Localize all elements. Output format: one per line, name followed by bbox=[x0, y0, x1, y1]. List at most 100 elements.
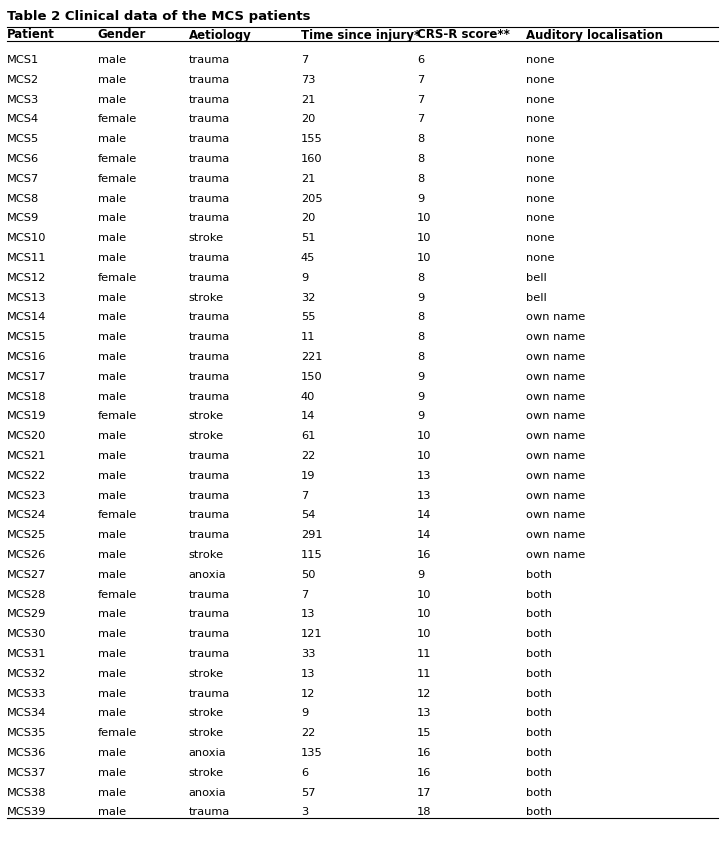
Text: female: female bbox=[98, 411, 137, 421]
Text: trauma: trauma bbox=[188, 648, 230, 658]
Text: MCS32: MCS32 bbox=[7, 668, 46, 678]
Text: male: male bbox=[98, 490, 126, 500]
Text: own name: own name bbox=[526, 549, 585, 560]
Text: MCS29: MCS29 bbox=[7, 609, 46, 619]
Text: none: none bbox=[526, 174, 554, 184]
Text: 19: 19 bbox=[301, 470, 315, 480]
Text: 10: 10 bbox=[417, 629, 431, 638]
Text: male: male bbox=[98, 430, 126, 441]
Text: MCS24: MCS24 bbox=[7, 510, 46, 520]
Text: MCS7: MCS7 bbox=[7, 174, 39, 184]
Text: Gender: Gender bbox=[98, 29, 146, 41]
Text: MCS34: MCS34 bbox=[7, 707, 46, 717]
Text: 57: 57 bbox=[301, 787, 315, 797]
Text: female: female bbox=[98, 174, 137, 184]
Text: MCS38: MCS38 bbox=[7, 787, 46, 797]
Text: 9: 9 bbox=[417, 371, 424, 381]
Text: Table 2 Clinical data of the MCS patients: Table 2 Clinical data of the MCS patient… bbox=[7, 10, 311, 23]
Text: MCS21: MCS21 bbox=[7, 451, 46, 461]
Text: 10: 10 bbox=[417, 214, 431, 223]
Text: trauma: trauma bbox=[188, 252, 230, 262]
Text: 9: 9 bbox=[417, 411, 424, 421]
Text: male: male bbox=[98, 252, 126, 262]
Text: trauma: trauma bbox=[188, 114, 230, 124]
Text: 135: 135 bbox=[301, 747, 323, 757]
Text: male: male bbox=[98, 75, 126, 84]
Text: 121: 121 bbox=[301, 629, 323, 638]
Text: 13: 13 bbox=[417, 707, 431, 717]
Text: trauma: trauma bbox=[188, 134, 230, 144]
Text: 13: 13 bbox=[301, 609, 315, 619]
Text: male: male bbox=[98, 688, 126, 698]
Text: MCS2: MCS2 bbox=[7, 75, 39, 84]
Text: both: both bbox=[526, 668, 552, 678]
Text: 7: 7 bbox=[301, 589, 308, 599]
Text: CRS-R score**: CRS-R score** bbox=[417, 29, 510, 41]
Text: male: male bbox=[98, 371, 126, 381]
Text: MCS17: MCS17 bbox=[7, 371, 46, 381]
Text: MCS36: MCS36 bbox=[7, 747, 46, 757]
Text: none: none bbox=[526, 233, 554, 243]
Text: male: male bbox=[98, 767, 126, 776]
Text: male: male bbox=[98, 668, 126, 678]
Text: MCS18: MCS18 bbox=[7, 391, 46, 401]
Text: own name: own name bbox=[526, 332, 585, 342]
Text: 13: 13 bbox=[417, 490, 431, 500]
Text: anoxia: anoxia bbox=[188, 747, 226, 757]
Text: MCS26: MCS26 bbox=[7, 549, 46, 560]
Text: male: male bbox=[98, 648, 126, 658]
Text: both: both bbox=[526, 629, 552, 638]
Text: male: male bbox=[98, 529, 126, 539]
Text: 10: 10 bbox=[417, 451, 431, 461]
Text: 9: 9 bbox=[417, 569, 424, 579]
Text: MCS5: MCS5 bbox=[7, 134, 39, 144]
Text: trauma: trauma bbox=[188, 174, 230, 184]
Text: 8: 8 bbox=[417, 312, 424, 322]
Text: 6: 6 bbox=[417, 55, 424, 65]
Text: 18: 18 bbox=[417, 807, 431, 816]
Text: MCS31: MCS31 bbox=[7, 648, 46, 658]
Text: male: male bbox=[98, 629, 126, 638]
Text: both: both bbox=[526, 589, 552, 599]
Text: 40: 40 bbox=[301, 391, 315, 401]
Text: male: male bbox=[98, 747, 126, 757]
Text: none: none bbox=[526, 193, 554, 203]
Text: 45: 45 bbox=[301, 252, 315, 262]
Text: stroke: stroke bbox=[188, 707, 223, 717]
Text: none: none bbox=[526, 214, 554, 223]
Text: female: female bbox=[98, 273, 137, 283]
Text: none: none bbox=[526, 55, 554, 65]
Text: both: both bbox=[526, 787, 552, 797]
Text: 7: 7 bbox=[417, 75, 424, 84]
Text: Patient: Patient bbox=[7, 29, 55, 41]
Text: trauma: trauma bbox=[188, 154, 230, 164]
Text: 205: 205 bbox=[301, 193, 323, 203]
Text: 14: 14 bbox=[417, 529, 431, 539]
Text: stroke: stroke bbox=[188, 728, 223, 738]
Text: trauma: trauma bbox=[188, 332, 230, 342]
Text: trauma: trauma bbox=[188, 629, 230, 638]
Text: male: male bbox=[98, 807, 126, 816]
Text: trauma: trauma bbox=[188, 371, 230, 381]
Text: MCS13: MCS13 bbox=[7, 292, 46, 302]
Text: own name: own name bbox=[526, 430, 585, 441]
Text: trauma: trauma bbox=[188, 807, 230, 816]
Text: male: male bbox=[98, 549, 126, 560]
Text: 291: 291 bbox=[301, 529, 323, 539]
Text: both: both bbox=[526, 767, 552, 776]
Text: MCS19: MCS19 bbox=[7, 411, 46, 421]
Text: 13: 13 bbox=[301, 668, 315, 678]
Text: 8: 8 bbox=[417, 332, 424, 342]
Text: 150: 150 bbox=[301, 371, 323, 381]
Text: 7: 7 bbox=[301, 55, 308, 65]
Text: male: male bbox=[98, 787, 126, 797]
Text: 115: 115 bbox=[301, 549, 323, 560]
Text: male: male bbox=[98, 451, 126, 461]
Text: own name: own name bbox=[526, 529, 585, 539]
Text: none: none bbox=[526, 114, 554, 124]
Text: none: none bbox=[526, 252, 554, 262]
Text: female: female bbox=[98, 114, 137, 124]
Text: 11: 11 bbox=[301, 332, 315, 342]
Text: male: male bbox=[98, 95, 126, 105]
Text: trauma: trauma bbox=[188, 490, 230, 500]
